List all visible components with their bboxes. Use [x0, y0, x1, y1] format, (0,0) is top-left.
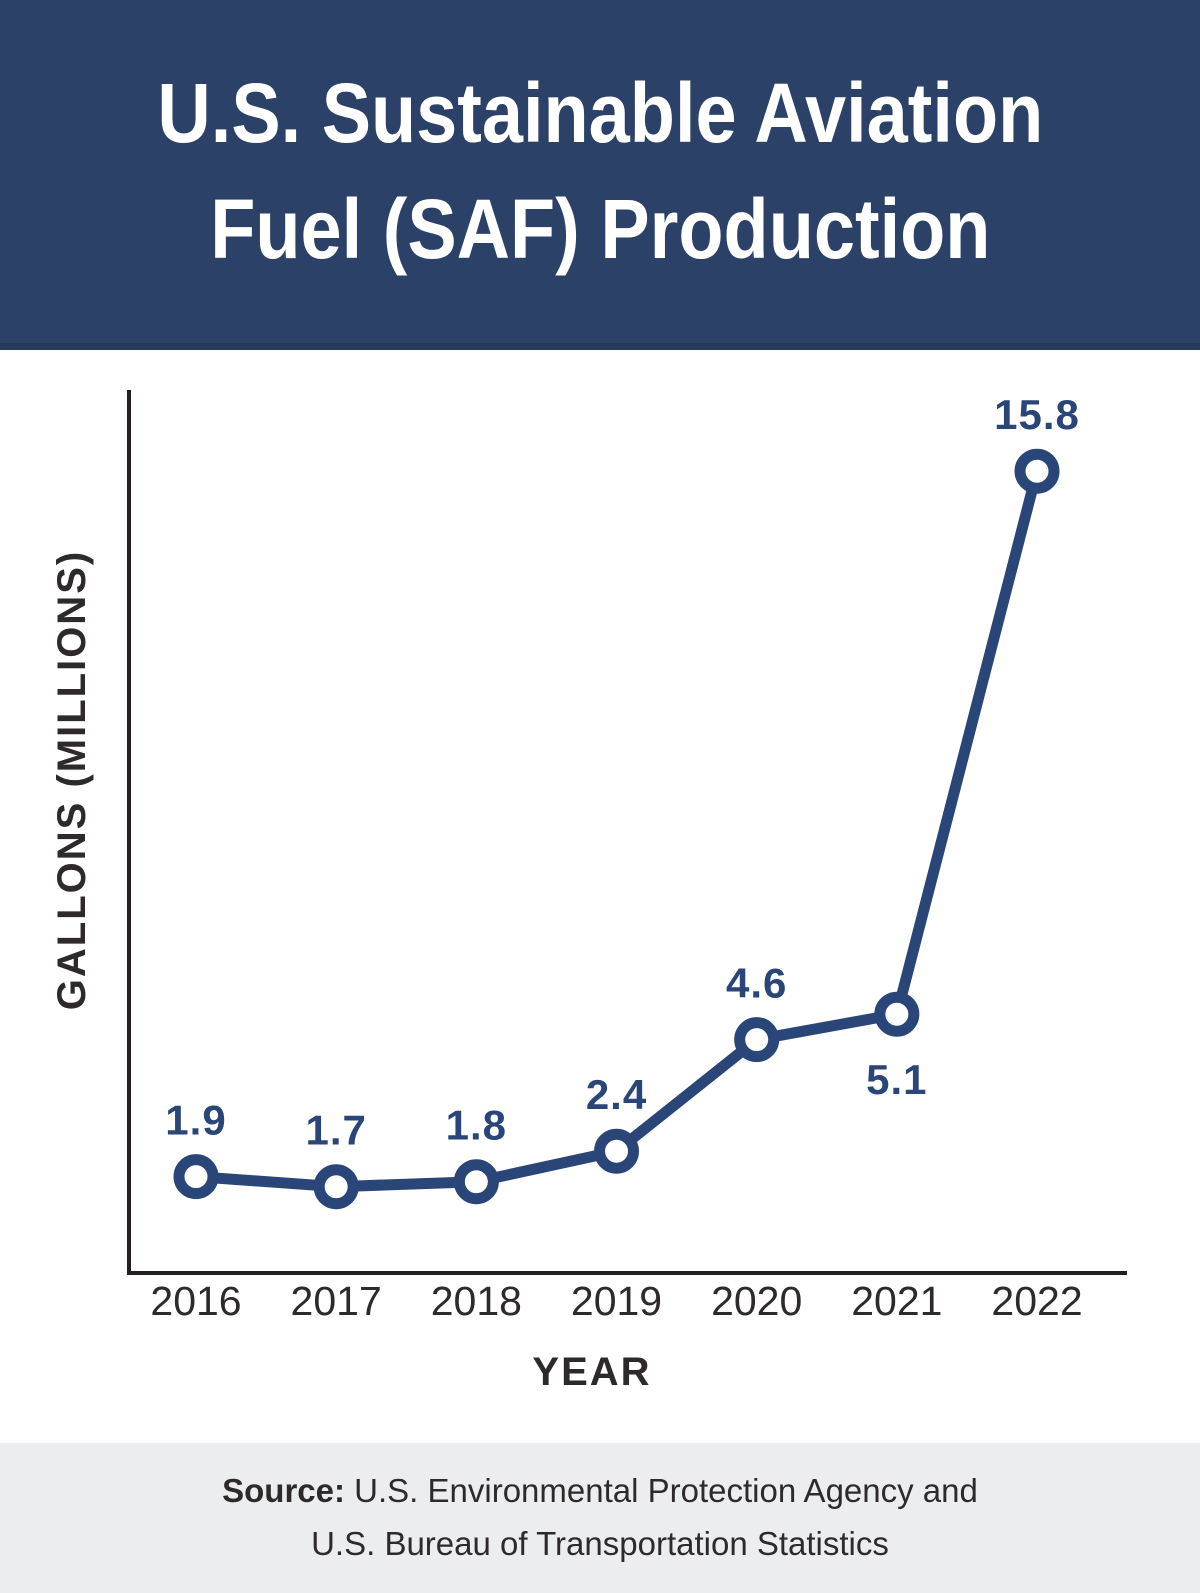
source-label: Source:	[222, 1472, 345, 1510]
y-axis-label: GALLONS (MILLIONS)	[50, 550, 94, 1010]
x-tick-label: 2016	[150, 1278, 241, 1324]
page-title: U.S. Sustainable Aviation Fuel (SAF) Pro…	[157, 56, 1043, 286]
data-point-label: 2.4	[586, 1071, 647, 1118]
x-tick-label: 2018	[431, 1278, 522, 1324]
x-tick-label: 2019	[571, 1278, 662, 1324]
x-tick-label: 2020	[711, 1278, 802, 1324]
page-title-line2: Fuel (SAF) Production	[209, 181, 991, 276]
chart-canvas: 1.9 2016 1.7 2017 1.8 2018 2.4 2019 4.6 2020 5.1 20…	[50, 390, 1127, 1394]
x-tick-label: 2021	[851, 1278, 942, 1324]
data-point-label: 1.8	[446, 1102, 507, 1149]
source-note: Source: U.S. Environmental Protection Ag…	[0, 1443, 1200, 1593]
data-point	[313, 1164, 359, 1210]
data-point-label: 4.6	[726, 960, 787, 1007]
data-point-label: 1.7	[305, 1107, 366, 1154]
data-point	[1014, 448, 1060, 494]
x-axis-label: YEAR	[532, 1350, 651, 1394]
data-point	[874, 991, 920, 1037]
data-point	[453, 1159, 499, 1205]
header-banner: U.S. Sustainable Aviation Fuel (SAF) Pro…	[0, 0, 1200, 350]
x-tick-label: 2022	[991, 1278, 1082, 1324]
chart-section: 1.9 2016 1.7 2017 1.8 2018 2.4 2019 4.6 2020 5.1 20…	[0, 350, 1200, 1443]
data-point-label: 5.1	[866, 1056, 927, 1103]
source-line1: U.S. Environmental Protection Agency and	[354, 1472, 978, 1510]
page-title-line1: U.S. Sustainable Aviation	[157, 66, 1043, 161]
data-point-label: 1.9	[165, 1097, 226, 1144]
source-text: Source: U.S. Environmental Protection Ag…	[222, 1465, 978, 1571]
data-point	[594, 1128, 640, 1174]
axis-lines	[127, 390, 1127, 1275]
data-point	[173, 1154, 219, 1200]
source-line2: U.S. Bureau of Transportation Statistics	[311, 1525, 889, 1562]
x-tick-label: 2017	[291, 1278, 382, 1324]
data-point-label: 15.8	[994, 391, 1080, 438]
data-point	[734, 1017, 780, 1063]
